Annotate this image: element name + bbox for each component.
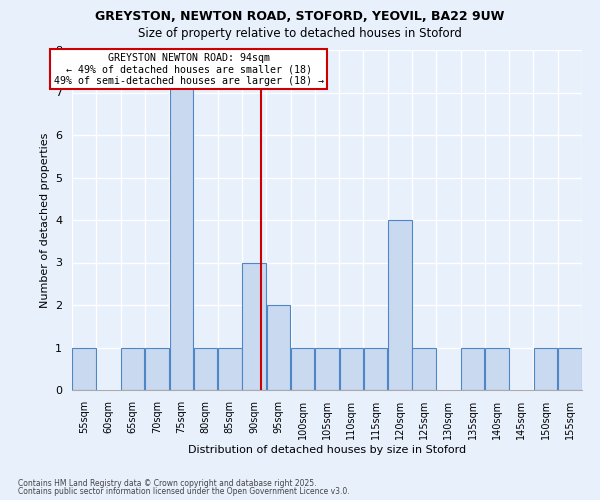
Text: Contains public sector information licensed under the Open Government Licence v3: Contains public sector information licen… [18, 487, 350, 496]
Bar [194, 348, 217, 390]
Bar [412, 348, 436, 390]
Bar [242, 262, 266, 390]
Bar [461, 348, 484, 390]
Bar [170, 50, 193, 390]
Text: GREYSTON, NEWTON ROAD, STOFORD, YEOVIL, BA22 9UW: GREYSTON, NEWTON ROAD, STOFORD, YEOVIL, … [95, 10, 505, 23]
Bar [145, 348, 169, 390]
Bar [534, 348, 557, 390]
Bar [558, 348, 581, 390]
Bar [291, 348, 314, 390]
Y-axis label: Number of detached properties: Number of detached properties [40, 132, 50, 308]
Bar [364, 348, 387, 390]
Bar [316, 348, 338, 390]
Text: Size of property relative to detached houses in Stoford: Size of property relative to detached ho… [138, 28, 462, 40]
Bar [340, 348, 363, 390]
X-axis label: Distribution of detached houses by size in Stoford: Distribution of detached houses by size … [188, 444, 466, 454]
Bar [73, 348, 96, 390]
Bar [267, 305, 290, 390]
Bar [485, 348, 509, 390]
Bar [218, 348, 242, 390]
Bar [388, 220, 412, 390]
Bar [121, 348, 145, 390]
Text: Contains HM Land Registry data © Crown copyright and database right 2025.: Contains HM Land Registry data © Crown c… [18, 478, 317, 488]
Text: GREYSTON NEWTON ROAD: 94sqm
← 49% of detached houses are smaller (18)
49% of sem: GREYSTON NEWTON ROAD: 94sqm ← 49% of det… [53, 52, 323, 86]
